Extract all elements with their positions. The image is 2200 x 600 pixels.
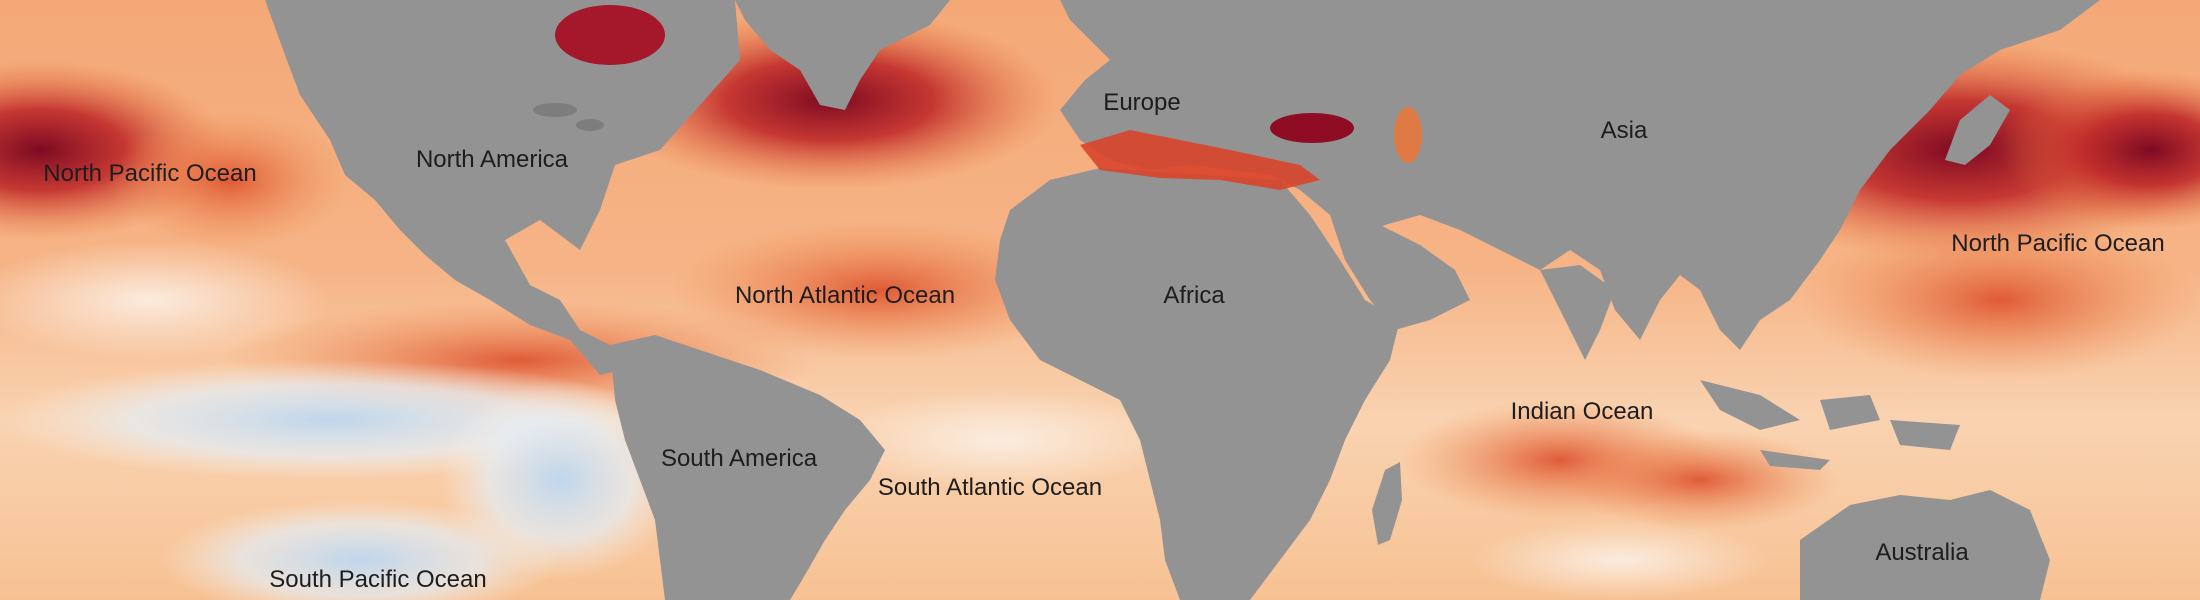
india-landmass <box>1540 265 1615 360</box>
south-america-landmass <box>610 335 885 600</box>
label-asia: Asia <box>1600 117 1648 144</box>
label-north-atlantic-ocean: North Atlantic Ocean <box>734 282 956 309</box>
label-europe: Europe <box>1103 89 1181 116</box>
label-africa: Africa <box>1163 282 1225 309</box>
arabia-landmass <box>1330 215 1470 330</box>
north-america-landmass <box>265 0 740 375</box>
australia-landmass <box>1800 490 2050 600</box>
label-indian-ocean: Indian Ocean <box>1510 398 1654 425</box>
label-australia: Australia <box>1875 539 1969 566</box>
label-south-pacific-ocean: South Pacific Ocean <box>269 566 487 593</box>
label-north-pacific-ocean-east: North Pacific Ocean <box>1951 230 2165 257</box>
greenland-landmass <box>735 0 950 110</box>
land-layer <box>265 0 2100 600</box>
madagascar-landmass <box>1372 462 1402 545</box>
label-north-america: North America <box>415 146 569 173</box>
label-north-pacific-ocean-west: North Pacific Ocean <box>43 160 257 187</box>
great-lakes <box>533 103 604 131</box>
indonesia-islands <box>1700 380 1960 470</box>
eurasia-landmass <box>1060 0 2100 350</box>
japan-islands <box>1945 95 2010 165</box>
inland-seas <box>555 5 1422 190</box>
label-south-america: South America <box>660 445 818 472</box>
africa-landmass <box>995 168 1400 600</box>
label-south-atlantic-ocean: South Atlantic Ocean <box>877 474 1103 501</box>
